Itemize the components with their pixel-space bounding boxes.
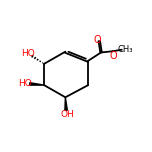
Text: HO: HO xyxy=(21,49,35,59)
Text: O: O xyxy=(109,51,117,61)
Polygon shape xyxy=(65,97,67,110)
Text: OH: OH xyxy=(60,110,74,119)
Text: CH₃: CH₃ xyxy=(118,45,133,54)
Text: O: O xyxy=(93,35,101,45)
Polygon shape xyxy=(29,83,44,85)
Text: HO: HO xyxy=(19,79,32,88)
